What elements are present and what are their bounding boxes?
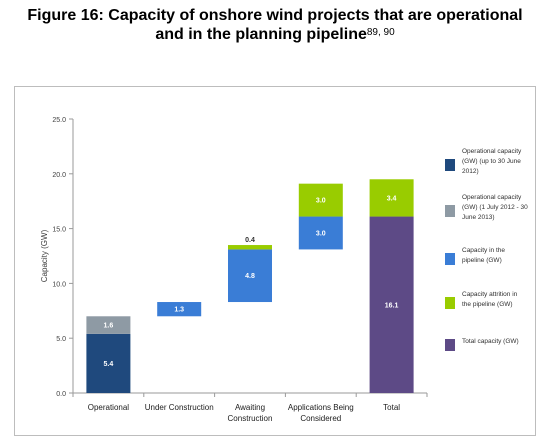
legend-swatch (445, 205, 455, 217)
data-label: 3.0 (316, 230, 326, 237)
legend-label: Operational capacity (GW) (1 July 2012 - … (462, 194, 528, 221)
figure-title: Figure 16: Capacity of onshore wind proj… (0, 6, 550, 44)
figure-title-line-2: and in the planning pipeline89, 90 (0, 25, 550, 44)
x-tick-label: Awaiting Construction (228, 403, 273, 423)
y-tick-label: 5.0 (56, 336, 66, 343)
data-label: 0.4 (245, 237, 255, 244)
legend-swatch (445, 159, 455, 171)
chart-svg: 0.0 5.0 10.0 15.0 20.0 25.0 Capacity (GW) Opera… (40, 117, 528, 423)
figure-title-line-1: Figure 16: Capacity of onshore wind proj… (27, 7, 523, 24)
legend-label: Capacity in the pipeline (GW) (462, 247, 505, 264)
figure-title-line-2-text: and in the planning pipeline (155, 26, 367, 43)
bar-segment (369, 216, 414, 393)
footnote-refs: 89, 90 (366, 27, 395, 38)
bar-segment (228, 245, 272, 250)
x-tick-label: Total (383, 403, 400, 412)
data-label: 1.6 (104, 323, 114, 330)
data-label: 3.0 (316, 198, 326, 205)
legend-swatch (445, 339, 455, 351)
bar-segment (298, 183, 343, 217)
data-label: 4.8 (245, 273, 255, 280)
data-label: 1.3 (174, 307, 184, 314)
legend-swatch (445, 297, 455, 309)
data-label: 16.1 (385, 302, 399, 309)
y-tick-label: 15.0 (52, 227, 66, 234)
y-axis-label: Capacity (GW) (40, 229, 49, 282)
legend-label: Capacity attrition in the pipeline (GW) (462, 291, 518, 308)
legend-swatch (445, 253, 455, 265)
data-label: 5.4 (104, 361, 114, 368)
x-tick-label: Operational (88, 403, 130, 412)
bar-segment (86, 316, 131, 334)
bar-segment (86, 333, 131, 393)
bar-segment (298, 216, 343, 250)
bar-segment (157, 302, 202, 317)
bar-segment (228, 249, 272, 303)
data-label: 3.4 (387, 195, 397, 202)
y-tick-label: 0.0 (56, 391, 66, 398)
y-tick-label: 20.0 (52, 172, 66, 179)
y-tick-label: 10.0 (52, 281, 66, 288)
chart-frame: 0.0 5.0 10.0 15.0 20.0 25.0 Capacity (GW) Opera… (14, 86, 536, 436)
bar-segment (369, 179, 414, 217)
legend-label: Total capacity (GW) (462, 338, 519, 345)
x-tick-label: Under Construction (145, 403, 214, 412)
x-tick-label: Applications Being Considered (288, 403, 354, 423)
y-tick-label: 25.0 (52, 117, 66, 124)
legend-label: Operational capacity (GW) (up to 30 June 2… (462, 148, 522, 175)
